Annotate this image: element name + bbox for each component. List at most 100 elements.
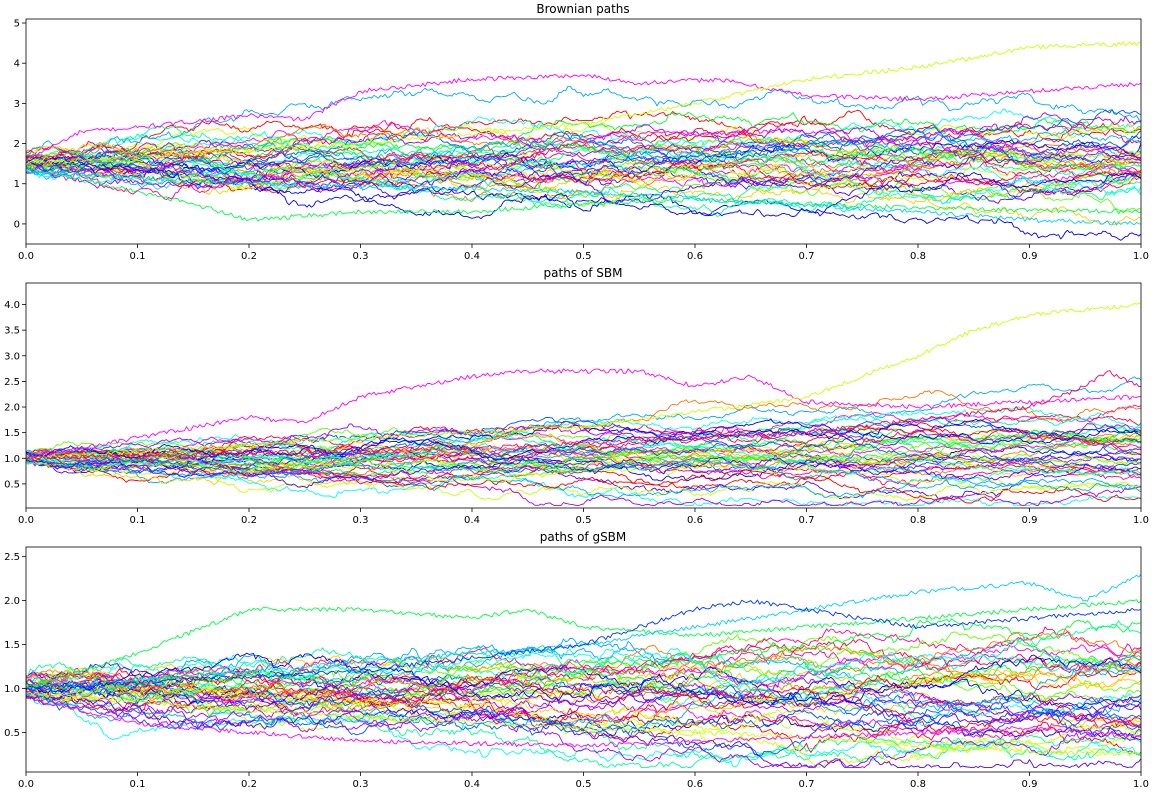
x-tick-label: 0.6 <box>687 515 703 526</box>
series-line <box>26 141 1141 193</box>
plot-area <box>26 302 1141 506</box>
series-line <box>26 111 1141 174</box>
y-tick-label: 3 <box>14 99 20 110</box>
x-tick-label: 0.1 <box>130 251 146 262</box>
series-line <box>26 139 1141 178</box>
chart-title: Brownian paths <box>536 2 629 16</box>
series-line <box>26 644 1141 718</box>
y-tick-label: 1.0 <box>4 684 20 695</box>
y-tick-label: 0 <box>14 219 20 230</box>
y-tick-label: 1.5 <box>4 640 20 651</box>
y-tick-label: 0.5 <box>4 479 20 490</box>
series-line <box>26 436 1141 483</box>
series-line <box>26 433 1141 476</box>
axis-ticks: 0.0 0.1 0.2 0.3 0.4 0.5 0.6 0.7 0.8 0.9 1.0 0 1 2 3 4 5 <box>14 19 1149 262</box>
series-line <box>26 453 1141 493</box>
series-line <box>26 162 1141 217</box>
y-tick-label: 2.5 <box>4 377 20 388</box>
x-tick-label: 0.6 <box>687 251 703 262</box>
highlighted-series-line <box>26 599 1141 691</box>
x-tick-label: 0.9 <box>1022 251 1038 262</box>
series-line <box>26 684 1141 769</box>
x-tick-label: 0.8 <box>910 515 926 526</box>
x-tick-label: 0.9 <box>1022 779 1038 790</box>
x-tick-label: 1.0 <box>1133 515 1149 526</box>
series-line <box>26 109 1141 178</box>
series-line <box>26 141 1141 177</box>
y-tick-label: 4 <box>14 59 20 70</box>
series-line <box>26 428 1141 465</box>
x-tick-label: 0.2 <box>241 251 257 262</box>
series-line <box>26 121 1141 195</box>
series-line <box>26 122 1141 158</box>
series-line <box>26 112 1141 163</box>
highlighted-series-line <box>26 691 1141 757</box>
series-line <box>26 456 1141 489</box>
highlighted-series-line <box>26 74 1141 160</box>
series-line <box>26 413 1141 467</box>
series-line <box>26 429 1141 474</box>
series-line <box>26 153 1141 204</box>
plot-area <box>26 41 1141 241</box>
x-tick-label: 0.3 <box>353 515 369 526</box>
series-line <box>26 681 1141 757</box>
series-line <box>26 686 1141 741</box>
panel-brownian: Brownian paths 0.0 0.1 0.2 0.3 0.4 0.5 0.6 0.7 0… <box>14 2 1149 262</box>
y-tick-label: 3.0 <box>4 351 20 362</box>
panel-sbm: paths of SBM 0.0 0.1 0.2 0.3 0.4 0.5 0.6 0.7 0.8… <box>4 266 1149 526</box>
x-tick-label: 0.9 <box>1022 515 1038 526</box>
x-tick-label: 0.6 <box>687 779 703 790</box>
x-tick-label: 0.1 <box>130 515 146 526</box>
y-tick-label: 5 <box>14 19 20 30</box>
x-tick-label: 0.4 <box>464 779 480 790</box>
plot-area <box>26 573 1141 769</box>
series-line <box>26 440 1141 476</box>
series-line <box>26 676 1141 733</box>
highlighted-series-line <box>26 696 1141 748</box>
series-line <box>26 436 1141 463</box>
series-line <box>26 427 1141 486</box>
series-line <box>26 644 1141 694</box>
series-line <box>26 151 1141 191</box>
series-line <box>26 390 1141 476</box>
chart-title: paths of gSBM <box>540 530 627 544</box>
y-tick-label: 2.0 <box>4 596 20 607</box>
series-line <box>26 618 1141 698</box>
series-line <box>26 414 1141 463</box>
series-line <box>26 452 1141 506</box>
series-line <box>26 426 1141 461</box>
y-tick-label: 1 <box>14 179 20 190</box>
highlighted-series-line <box>26 599 1141 689</box>
series-line <box>26 433 1141 485</box>
series-line <box>26 694 1141 769</box>
series-line <box>26 123 1141 175</box>
axis-ticks: 0.0 0.1 0.2 0.3 0.4 0.5 0.6 0.7 0.8 0.9 1.0 0.5 1.0 1… <box>4 552 1149 790</box>
series-line <box>26 455 1141 506</box>
y-tick-label: 2 <box>14 139 20 150</box>
x-tick-label: 0.4 <box>464 251 480 262</box>
highlighted-series-line <box>26 368 1141 460</box>
series-line <box>26 670 1141 719</box>
series-line <box>26 108 1141 170</box>
series-line <box>26 126 1141 190</box>
highlighted-series-line <box>26 370 1141 460</box>
series-line <box>26 459 1141 499</box>
x-tick-label: 0.0 <box>18 515 34 526</box>
series-line <box>26 628 1141 704</box>
x-tick-label: 0.2 <box>241 779 257 790</box>
x-tick-label: 1.0 <box>1133 251 1149 262</box>
series-line <box>26 676 1141 762</box>
series-line <box>26 626 1141 687</box>
highlighted-series-line <box>26 41 1141 165</box>
series-line <box>26 129 1141 178</box>
series-line <box>26 145 1141 205</box>
series-line <box>26 141 1141 202</box>
x-tick-label: 0.4 <box>464 515 480 526</box>
highlighted-series-line <box>26 302 1141 461</box>
highlighted-series-line <box>26 170 1141 226</box>
series-line <box>26 130 1141 172</box>
series-line <box>26 130 1141 170</box>
x-tick-label: 1.0 <box>1133 779 1149 790</box>
y-tick-label: 4.0 <box>4 300 20 311</box>
